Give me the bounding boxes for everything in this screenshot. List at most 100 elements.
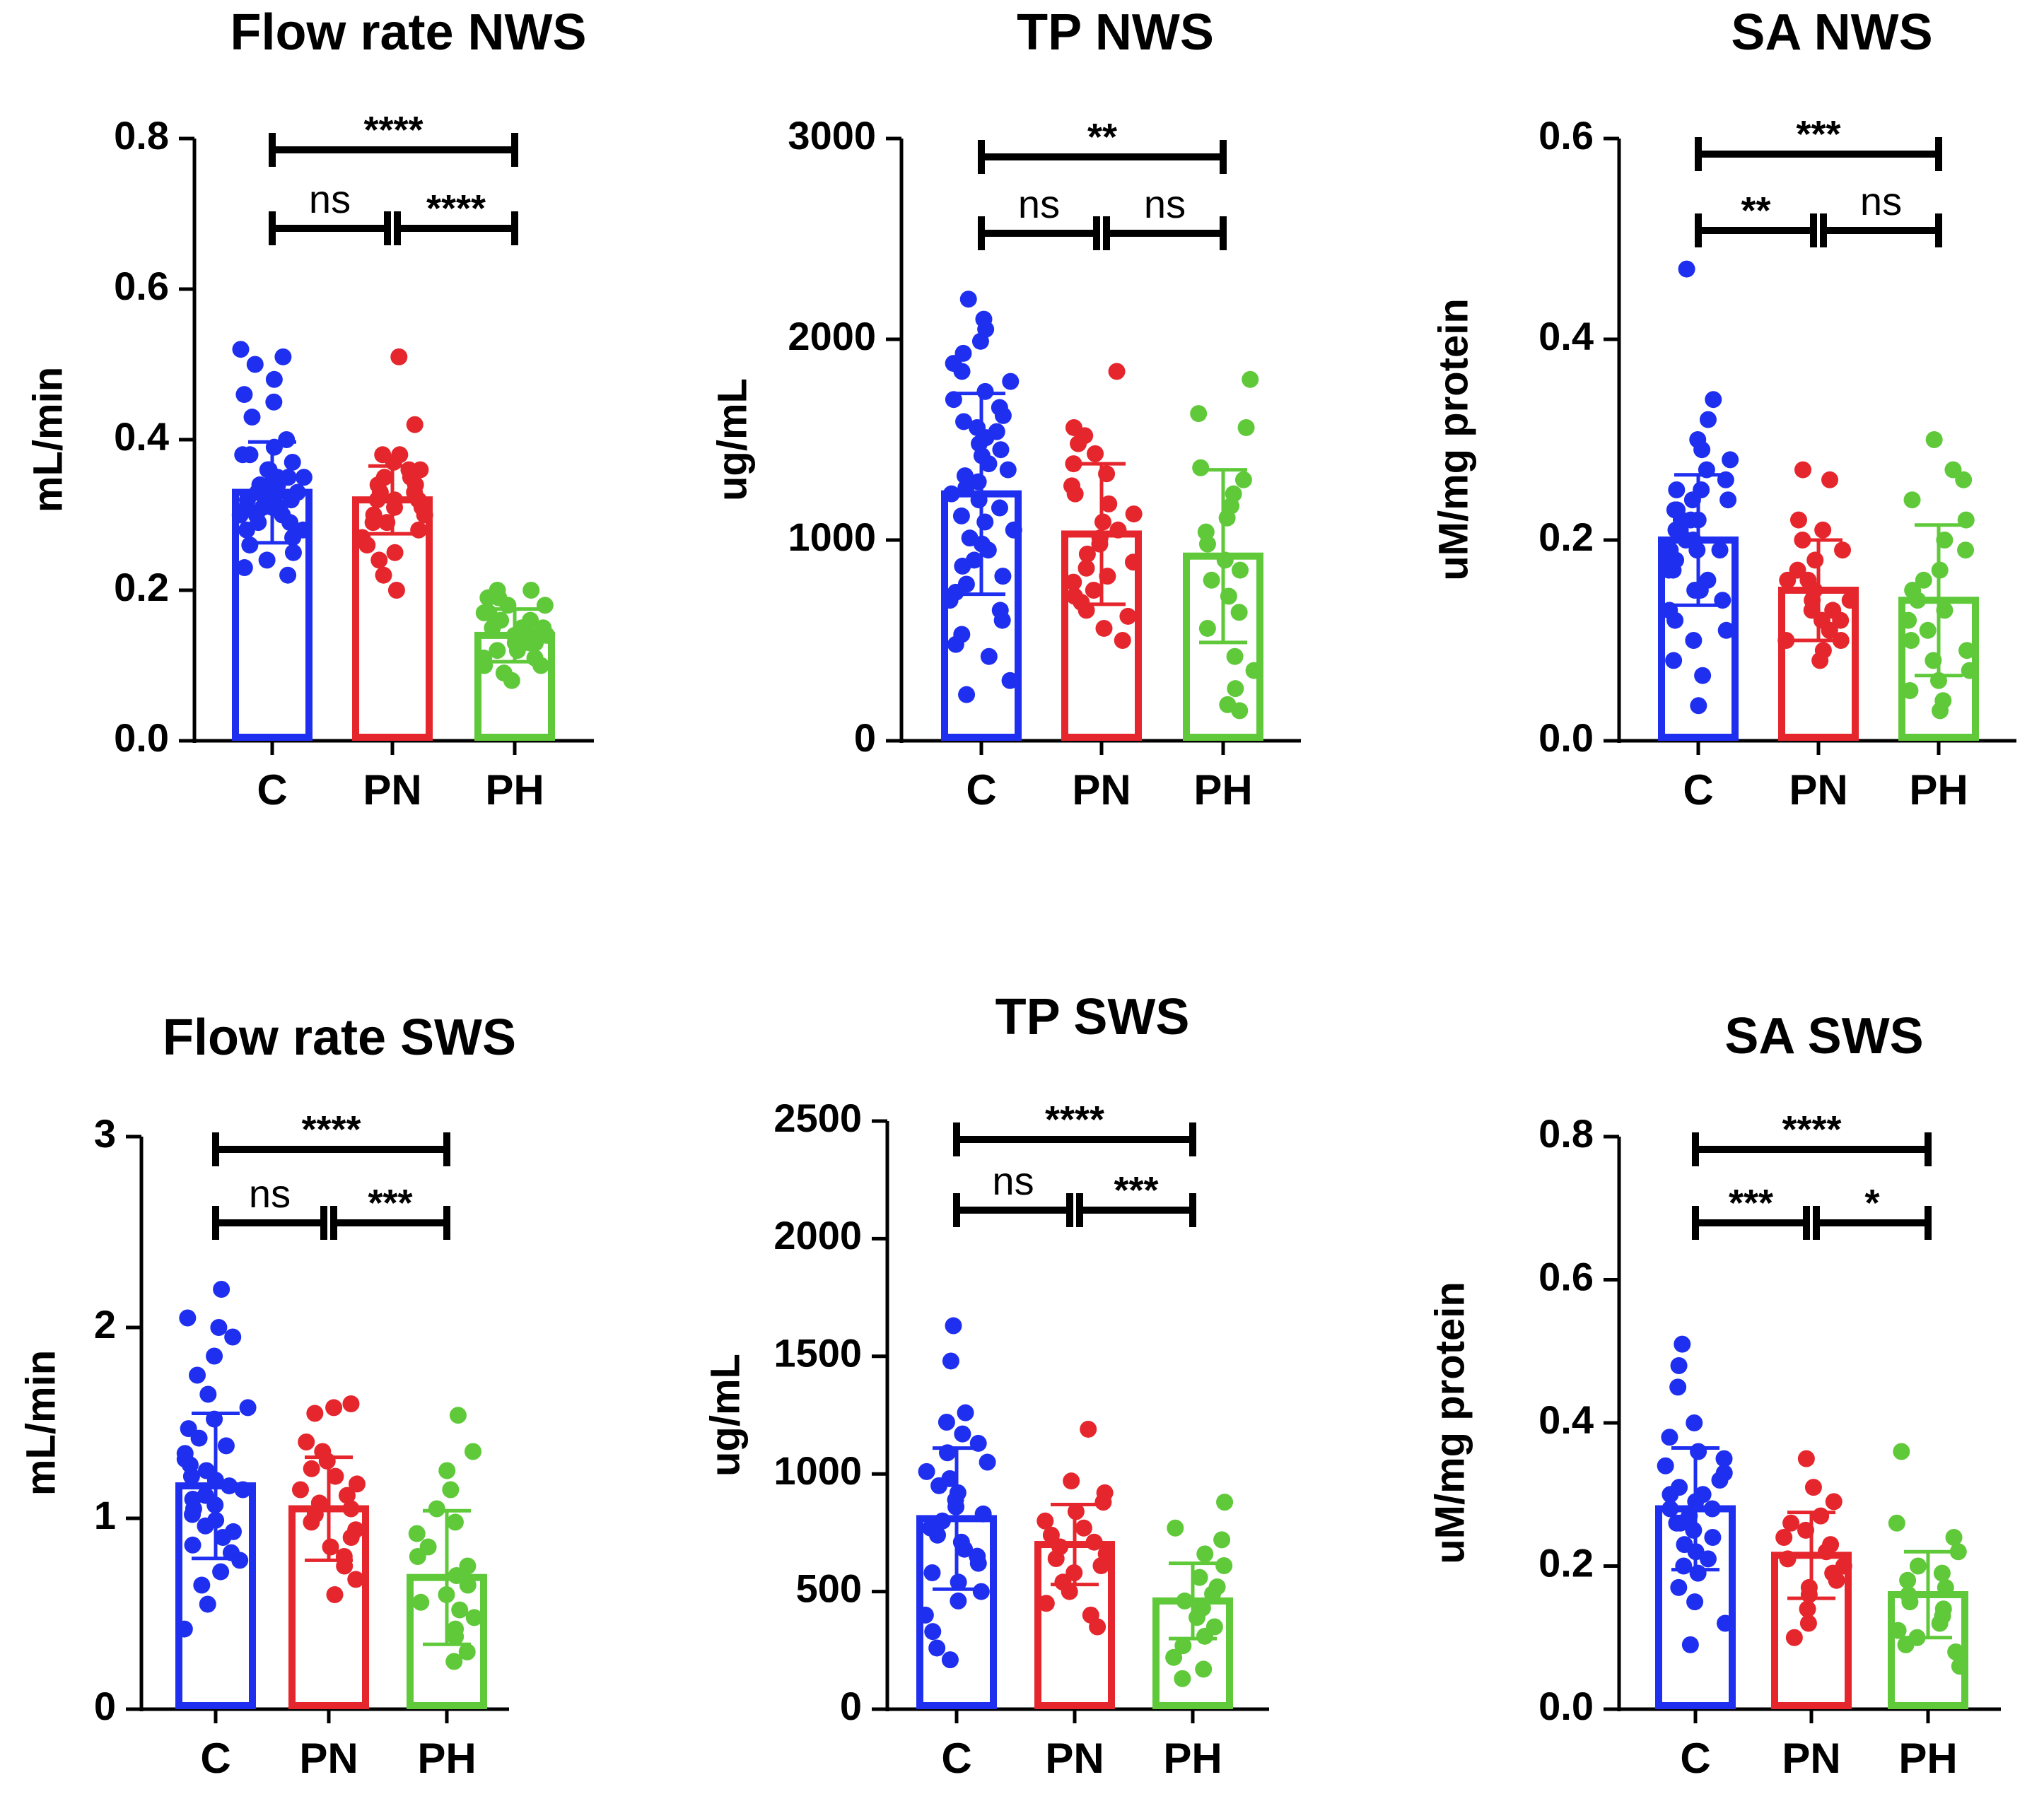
data-point bbox=[1193, 1599, 1211, 1617]
data-point bbox=[1715, 1464, 1733, 1482]
significance-bracket: *** bbox=[1692, 1182, 1810, 1240]
data-point bbox=[342, 1500, 360, 1518]
data-point bbox=[1888, 1514, 1905, 1532]
data-point bbox=[1051, 1538, 1069, 1556]
significance-label: ns bbox=[309, 177, 351, 221]
data-point bbox=[1192, 459, 1210, 476]
data-point bbox=[1065, 587, 1083, 605]
data-point bbox=[1671, 1479, 1688, 1496]
data-point bbox=[1903, 632, 1920, 649]
data-point bbox=[1704, 1529, 1722, 1546]
data-point bbox=[1949, 1543, 1967, 1561]
data-point bbox=[1825, 1493, 1842, 1511]
significance-label: ns bbox=[992, 1159, 1034, 1203]
data-point bbox=[1080, 1420, 1097, 1438]
data-point bbox=[1777, 632, 1795, 649]
y-tick-label: 2000 bbox=[773, 1213, 862, 1257]
data-point bbox=[489, 582, 506, 599]
data-point bbox=[975, 310, 993, 328]
chart-panel: TP NWS ug/mL 0 1000 2000 3000 C PN PH ** ns ns bbox=[709, 4, 1301, 814]
data-point bbox=[1195, 1660, 1213, 1678]
y-tick-label: 0.2 bbox=[1538, 515, 1594, 559]
data-point bbox=[354, 529, 371, 546]
x-tick-label: C bbox=[1680, 1735, 1710, 1782]
data-point bbox=[459, 1557, 477, 1575]
y-axis-label: ug/mL bbox=[709, 378, 755, 501]
data-point bbox=[184, 1536, 202, 1554]
data-point bbox=[1085, 1533, 1103, 1551]
data-point bbox=[999, 461, 1017, 479]
significance-label: *** bbox=[1796, 113, 1840, 156]
data-point bbox=[522, 611, 539, 629]
data-point bbox=[1661, 1429, 1678, 1446]
data-point bbox=[1957, 541, 1975, 559]
data-point bbox=[412, 1593, 430, 1611]
data-point bbox=[1711, 541, 1729, 559]
x-tick-label: C bbox=[1683, 766, 1713, 814]
data-point bbox=[1958, 642, 1976, 659]
significance-bracket: * bbox=[1813, 1182, 1932, 1240]
data-point bbox=[258, 551, 276, 569]
significance-bracket: **** bbox=[269, 109, 518, 167]
data-point bbox=[1205, 1618, 1223, 1636]
data-point bbox=[1119, 607, 1137, 625]
data-point bbox=[199, 1595, 216, 1613]
data-point bbox=[988, 423, 1005, 440]
data-point bbox=[1245, 662, 1263, 679]
data-point bbox=[347, 1521, 365, 1539]
data-point bbox=[210, 1319, 228, 1336]
data-point bbox=[1900, 611, 1917, 629]
x-tick-label: C bbox=[941, 1735, 971, 1782]
data-point bbox=[1690, 1443, 1707, 1460]
data-point bbox=[1124, 553, 1142, 571]
significance-label: ** bbox=[1741, 189, 1770, 232]
data-point bbox=[221, 1477, 238, 1495]
data-point bbox=[1216, 1494, 1234, 1511]
data-point bbox=[942, 485, 960, 503]
data-point bbox=[234, 1481, 252, 1499]
data-point bbox=[1797, 1450, 1815, 1467]
data-point bbox=[1944, 461, 1962, 479]
data-point bbox=[176, 1445, 194, 1462]
data-point bbox=[1685, 632, 1703, 649]
significance-label: ns bbox=[1860, 179, 1902, 223]
data-point bbox=[310, 1494, 328, 1512]
data-point bbox=[1800, 1578, 1818, 1596]
data-point bbox=[942, 1352, 959, 1370]
significance-label: ns bbox=[1018, 182, 1060, 226]
chart-panel: Flow rate SWS mL/min 0 1 2 3 C PN PH ****ns *** bbox=[18, 1009, 516, 1782]
data-point bbox=[1785, 1629, 1803, 1646]
data-point bbox=[1054, 1573, 1072, 1591]
data-point bbox=[1203, 571, 1220, 589]
data-point bbox=[447, 1620, 465, 1638]
data-point bbox=[950, 1592, 967, 1610]
x-tick-label: C bbox=[257, 766, 287, 814]
data-point bbox=[954, 344, 972, 362]
data-point bbox=[411, 461, 429, 479]
data-point bbox=[480, 604, 498, 621]
data-point bbox=[1096, 1484, 1114, 1501]
data-point bbox=[442, 1481, 460, 1499]
data-point bbox=[1237, 418, 1255, 436]
data-point bbox=[213, 1281, 230, 1298]
data-point bbox=[979, 1453, 996, 1471]
data-point bbox=[1686, 1414, 1703, 1431]
y-tick-label: 0.6 bbox=[1538, 113, 1594, 158]
x-tick-label: C bbox=[200, 1735, 230, 1782]
data-point bbox=[1799, 571, 1817, 589]
data-point bbox=[1108, 363, 1126, 380]
data-point bbox=[1662, 541, 1679, 559]
significance-label: *** bbox=[368, 1182, 412, 1224]
y-tick-label: 0.6 bbox=[1538, 1254, 1594, 1298]
x-tick-label: C bbox=[966, 766, 996, 814]
data-point bbox=[1834, 541, 1852, 559]
data-point bbox=[241, 537, 259, 554]
y-axis-label: ug/mL bbox=[702, 1354, 748, 1477]
significance-label: **** bbox=[426, 187, 486, 230]
y-tick-label: 1500 bbox=[773, 1331, 862, 1376]
data-point bbox=[1109, 521, 1127, 539]
data-point bbox=[1824, 602, 1842, 619]
data-point bbox=[327, 1467, 344, 1485]
data-point bbox=[1937, 1578, 1954, 1596]
y-tick-label: 0.8 bbox=[1538, 1111, 1594, 1156]
